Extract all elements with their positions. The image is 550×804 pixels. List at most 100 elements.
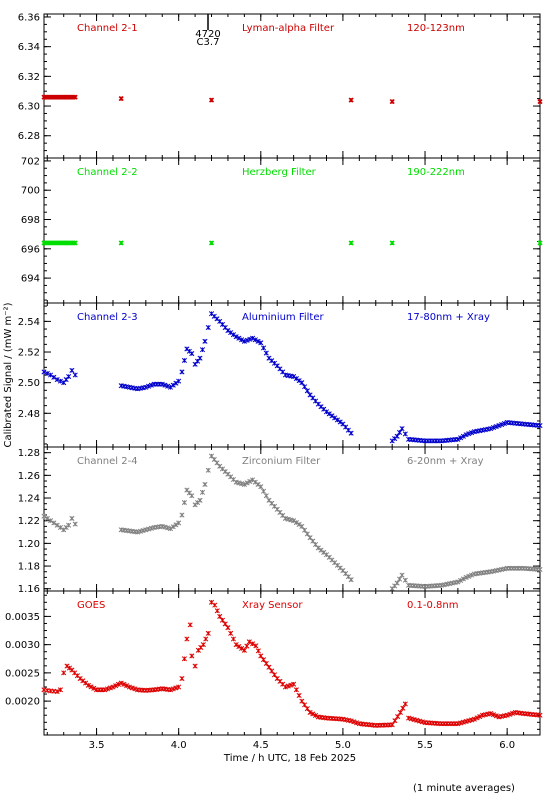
- data-point: [260, 488, 267, 494]
- panel-band-label: 17-80nm + Xray: [407, 312, 490, 323]
- panel-band-label: 120-123nm: [407, 23, 465, 34]
- data-point: [48, 372, 54, 378]
- data-point: [466, 573, 472, 579]
- data-point: [233, 642, 239, 648]
- data-point: [187, 622, 193, 628]
- data-point: [348, 430, 354, 436]
- data-point: [241, 338, 247, 344]
- data-point: [348, 97, 354, 103]
- data-point: [537, 99, 543, 105]
- y-tick-label: 1.24: [18, 494, 40, 505]
- y-tick-label: 1.26: [18, 471, 40, 482]
- data-point: [189, 350, 195, 357]
- data-point: [230, 636, 236, 642]
- data-point: [458, 577, 464, 583]
- data-point: [354, 720, 360, 726]
- data-point: [179, 369, 185, 375]
- data-point: [239, 337, 245, 343]
- y-tick-label: 2.50: [18, 378, 40, 389]
- panel-filter-label: Xray Sensor: [242, 600, 303, 611]
- x-tick-label: 3.5: [89, 740, 105, 751]
- data-point: [458, 435, 464, 441]
- y-tick-label: 1.18: [18, 562, 40, 573]
- panel-channel-label: Channel 2-3: [77, 312, 138, 323]
- y-tick-label: 2.54: [18, 317, 40, 328]
- panel-4: 1.16 1.18 1.20 1.22 1.24 1.26 1.28 Channel 2-4 Z…: [18, 446, 543, 595]
- data-point: [250, 641, 256, 647]
- data-point: [477, 713, 483, 720]
- data-point: [304, 531, 310, 537]
- y-tick-label: 0.0025: [5, 668, 40, 679]
- data-point: [395, 713, 401, 720]
- panel-3: 2.48 2.50 2.52 2.54 Channel 2-3 Aluminium Fil…: [18, 302, 543, 448]
- data-point: [507, 711, 513, 717]
- data-point: [124, 683, 130, 689]
- data-point: [148, 382, 154, 388]
- y-tick-label: 6.30: [18, 102, 40, 113]
- data-point: [348, 718, 354, 724]
- data-point: [241, 481, 247, 487]
- data-point: [41, 369, 47, 375]
- panel-channel-label: Channel 2-2: [77, 167, 138, 178]
- panel-filter-label: Zirconium Filter: [242, 456, 321, 467]
- flare-marker-label-top: 4720: [195, 29, 220, 40]
- panel-frame: [43, 13, 541, 159]
- y-tick-label: 1.22: [18, 516, 40, 527]
- data-point: [214, 608, 220, 614]
- y-tick-label: 6.34: [18, 42, 40, 53]
- data-point: [258, 484, 264, 490]
- data-point: [244, 643, 250, 649]
- data-point: [236, 643, 242, 650]
- panel-channel-label: Channel 2-1: [77, 23, 138, 34]
- data-point: [205, 467, 211, 473]
- data-point: [455, 579, 461, 585]
- data-point: [394, 433, 400, 439]
- data-point: [247, 336, 253, 342]
- data-point: [126, 684, 132, 690]
- data-point: [402, 431, 408, 437]
- data-point: [57, 378, 63, 384]
- data-series: [41, 240, 543, 246]
- data-point: [228, 630, 234, 636]
- data-point: [51, 520, 57, 526]
- data-point: [510, 710, 516, 716]
- y-tick-label: 1.20: [18, 539, 40, 550]
- panel-channel-label: GOES: [77, 600, 105, 611]
- data-point: [488, 426, 494, 432]
- data-point: [110, 684, 116, 690]
- data-point: [69, 515, 75, 521]
- panel-1: 6.28 6.30 6.32 6.34 6.36 Channel 2-1 Lyman-alp…: [18, 12, 543, 159]
- panel-frame: [43, 590, 541, 736]
- data-point: [263, 350, 269, 356]
- y-tick-label: 0.0030: [5, 640, 40, 651]
- data-point: [460, 433, 466, 439]
- data-point: [299, 523, 305, 529]
- data-point: [72, 240, 78, 246]
- data-point: [537, 566, 543, 573]
- data-point: [197, 497, 203, 503]
- y-tick-label: 700: [21, 186, 40, 197]
- data-point: [400, 705, 406, 711]
- data-point: [471, 716, 477, 722]
- data-point: [293, 520, 299, 526]
- data-point: [199, 347, 206, 353]
- panel-5: 0.0020 0.0025 0.0030 0.0035 3.5 4.0 4.5 5.0 5.5 6…: [5, 590, 543, 751]
- data-point: [184, 636, 190, 642]
- data-point: [179, 512, 185, 518]
- data-point: [260, 345, 267, 351]
- data-point: [269, 668, 275, 674]
- data-point: [203, 636, 209, 642]
- data-point: [208, 240, 215, 246]
- panel-filter-label: Lyman-alpha Filter: [242, 23, 335, 34]
- data-point: [304, 706, 310, 712]
- data-point: [255, 648, 261, 654]
- panel-frame: [43, 157, 541, 304]
- data-point: [222, 621, 228, 627]
- data-point: [54, 688, 60, 695]
- panel-2: 694 696 698 700 702 Channel 2-2 Herzberg Filte…: [21, 156, 543, 304]
- data-point: [397, 576, 403, 582]
- data-point: [258, 653, 264, 659]
- data-point: [302, 527, 308, 533]
- data-point: [246, 639, 252, 645]
- y-tick-label: 694: [21, 274, 40, 285]
